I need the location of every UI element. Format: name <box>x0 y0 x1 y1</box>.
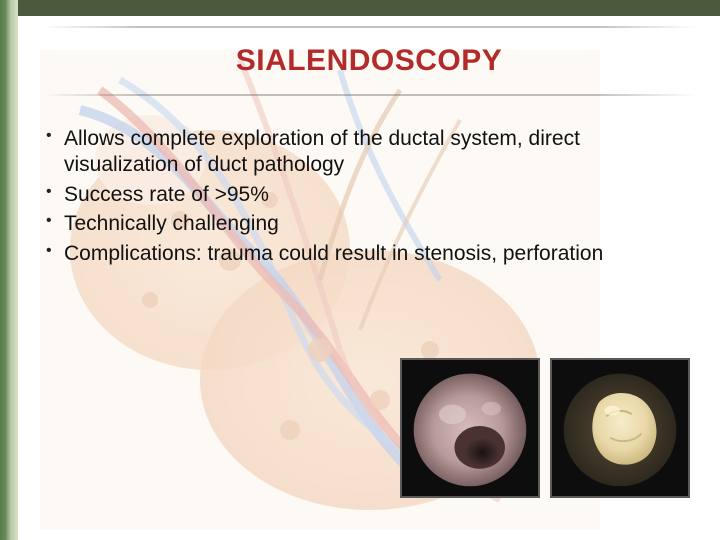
bullet-list: Allows complete exploration of the ducta… <box>46 126 686 267</box>
top-bar <box>18 0 720 16</box>
bullet-item: Allows complete exploration of the ducta… <box>46 126 686 179</box>
slide-title: SIALENDOSCOPY <box>236 44 503 78</box>
bullet-item: Complications: trauma could result in st… <box>46 241 686 267</box>
photo-endoscopy-duct <box>400 358 540 498</box>
bullet-item: Technically challenging <box>46 211 686 237</box>
title-bar: SIALENDOSCOPY <box>18 28 720 94</box>
photo-row <box>400 358 690 498</box>
photo-endoscopy-stone <box>550 358 690 498</box>
content-area: Allows complete exploration of the ducta… <box>46 126 686 270</box>
slide: SIALENDOSCOPY Allows complete exploratio… <box>0 0 720 540</box>
left-border-strip <box>0 0 18 540</box>
bullet-item: Success rate of >95% <box>46 182 686 208</box>
